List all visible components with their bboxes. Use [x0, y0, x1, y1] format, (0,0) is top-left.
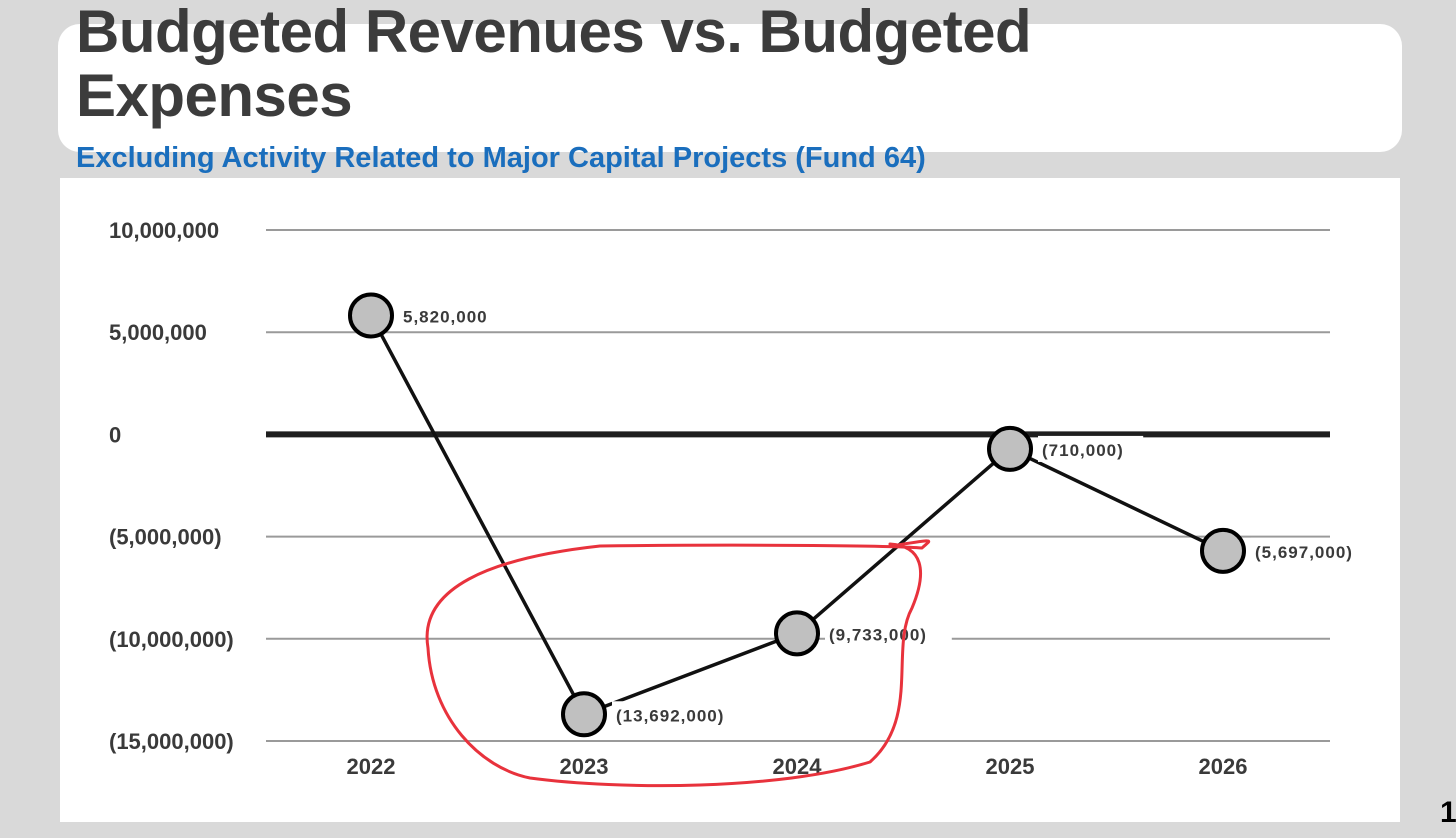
- data-point-marker: [561, 691, 607, 738]
- slide-title-line-1: Budgeted Revenues vs. Budgeted: [76, 0, 1032, 65]
- data-label: (5,697,000): [1255, 543, 1353, 562]
- y-tick-label: 10,000,000: [109, 218, 219, 243]
- y-tick-label: 0: [109, 422, 121, 447]
- data-point-marker: [1200, 527, 1246, 574]
- chart-panel: 10,000,000 5,000,000 0 (5,000,000) (10,000,0…: [60, 178, 1400, 822]
- x-tick-label: 2022: [347, 754, 396, 779]
- x-tick-label: 2023: [560, 754, 609, 779]
- data-point-marker: [348, 292, 394, 339]
- page-number: 13: [1440, 796, 1456, 829]
- y-tick-label: 5,000,000: [109, 320, 207, 345]
- y-tick-label: (5,000,000): [109, 525, 222, 550]
- highlight-annotation-circle: [425, 539, 931, 788]
- y-tick-label: (15,000,000): [109, 729, 234, 754]
- data-label-background: [612, 701, 750, 728]
- data-label-background: [825, 620, 952, 647]
- x-tick-label: 2026: [1199, 754, 1248, 779]
- slide-title: Budgeted Revenues vs. Budgeted Expenses: [76, 0, 1032, 129]
- title-box: [58, 24, 1402, 152]
- y-tick-label: (10,000,000): [109, 627, 234, 652]
- data-label-background: [399, 302, 505, 329]
- data-label-background: [1251, 537, 1378, 564]
- data-label: (9,733,000): [829, 625, 927, 644]
- slide-title-line-2: Expenses: [76, 62, 353, 129]
- data-label: (710,000): [1042, 441, 1124, 460]
- data-point-marker: [987, 425, 1033, 472]
- x-tick-label: 2025: [986, 754, 1035, 779]
- line-chart: 10,000,000 5,000,000 0 (5,000,000) (10,000,0…: [109, 218, 1378, 788]
- data-point-marker: [774, 610, 820, 657]
- data-label: 5,820,000: [403, 307, 488, 326]
- slide-subtitle: Excluding Activity Related to Major Capi…: [76, 142, 926, 174]
- data-label: (13,692,000): [616, 706, 724, 725]
- data-label-background: [1038, 435, 1144, 462]
